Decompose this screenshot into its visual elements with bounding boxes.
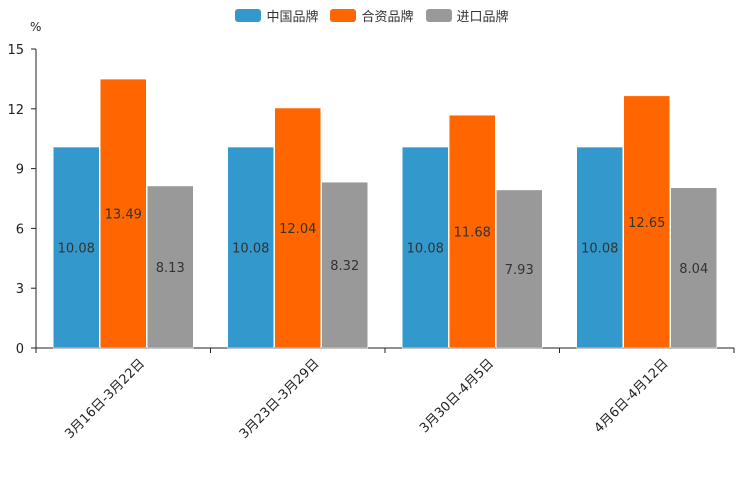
x-tick-label-1: 3月23日-3月29日 xyxy=(237,356,323,442)
x-tick-label-2: 3月30日-4月5日 xyxy=(417,356,497,436)
legend-item-series-2[interactable]: 进口品牌 xyxy=(425,6,509,25)
y-tick-label-3: 9 xyxy=(16,163,24,178)
y-tick-label-1: 3 xyxy=(16,282,24,297)
bar-1-0 xyxy=(227,146,274,349)
bar-2-0 xyxy=(402,146,449,349)
y-tick-label-2: 6 xyxy=(16,222,24,237)
legend-label-series-1: 合资品牌 xyxy=(361,10,414,25)
x-tick-label-3: 4月6日-4月12日 xyxy=(592,356,672,436)
y-tick-label-4: 12 xyxy=(7,103,24,118)
bar-3-0 xyxy=(576,146,623,349)
data-label-2-2: 7.93 xyxy=(505,263,534,278)
data-label-0-1: 13.49 xyxy=(105,208,142,223)
data-label-1-2: 8.32 xyxy=(330,259,359,274)
bar-1-1 xyxy=(274,107,321,349)
bar-0-0 xyxy=(53,146,100,349)
bar-0-2 xyxy=(147,185,194,349)
y-tick-label-5: 15 xyxy=(7,43,24,58)
data-label-0-0: 10.08 xyxy=(58,242,95,257)
bar-3-1 xyxy=(623,95,670,349)
bar-2-1 xyxy=(449,114,496,349)
legend-swatch-series-2 xyxy=(425,9,452,22)
data-label-2-0: 10.08 xyxy=(407,242,444,257)
y-tick-label-0: 0 xyxy=(16,342,24,357)
data-label-3-1: 12.65 xyxy=(628,216,665,231)
legend-label-series-2: 进口品牌 xyxy=(456,10,509,25)
bar-0-1 xyxy=(100,78,147,349)
bar-1-2 xyxy=(321,181,368,349)
bar-2-2 xyxy=(496,189,543,349)
data-label-1-1: 12.04 xyxy=(279,222,316,237)
legend-swatch-series-1 xyxy=(330,9,357,22)
data-label-3-2: 8.04 xyxy=(679,262,708,277)
data-label-2-1: 11.68 xyxy=(454,226,491,241)
chart-legend: 中国品牌 合资品牌 进口品牌 xyxy=(0,6,744,25)
x-tick-label-0: 3月16日-3月22日 xyxy=(62,356,148,442)
legend-label-series-0: 中国品牌 xyxy=(266,10,319,25)
legend-item-series-0[interactable]: 中国品牌 xyxy=(235,6,318,25)
legend-swatch-series-0 xyxy=(235,9,262,22)
data-label-3-0: 10.08 xyxy=(581,242,618,257)
data-label-0-2: 8.13 xyxy=(156,261,185,276)
data-label-1-0: 10.08 xyxy=(232,242,269,257)
legend-item-series-1[interactable]: 合资品牌 xyxy=(330,6,414,25)
y-axis-unit-label: % xyxy=(30,20,42,34)
bar-3-2 xyxy=(670,187,717,349)
